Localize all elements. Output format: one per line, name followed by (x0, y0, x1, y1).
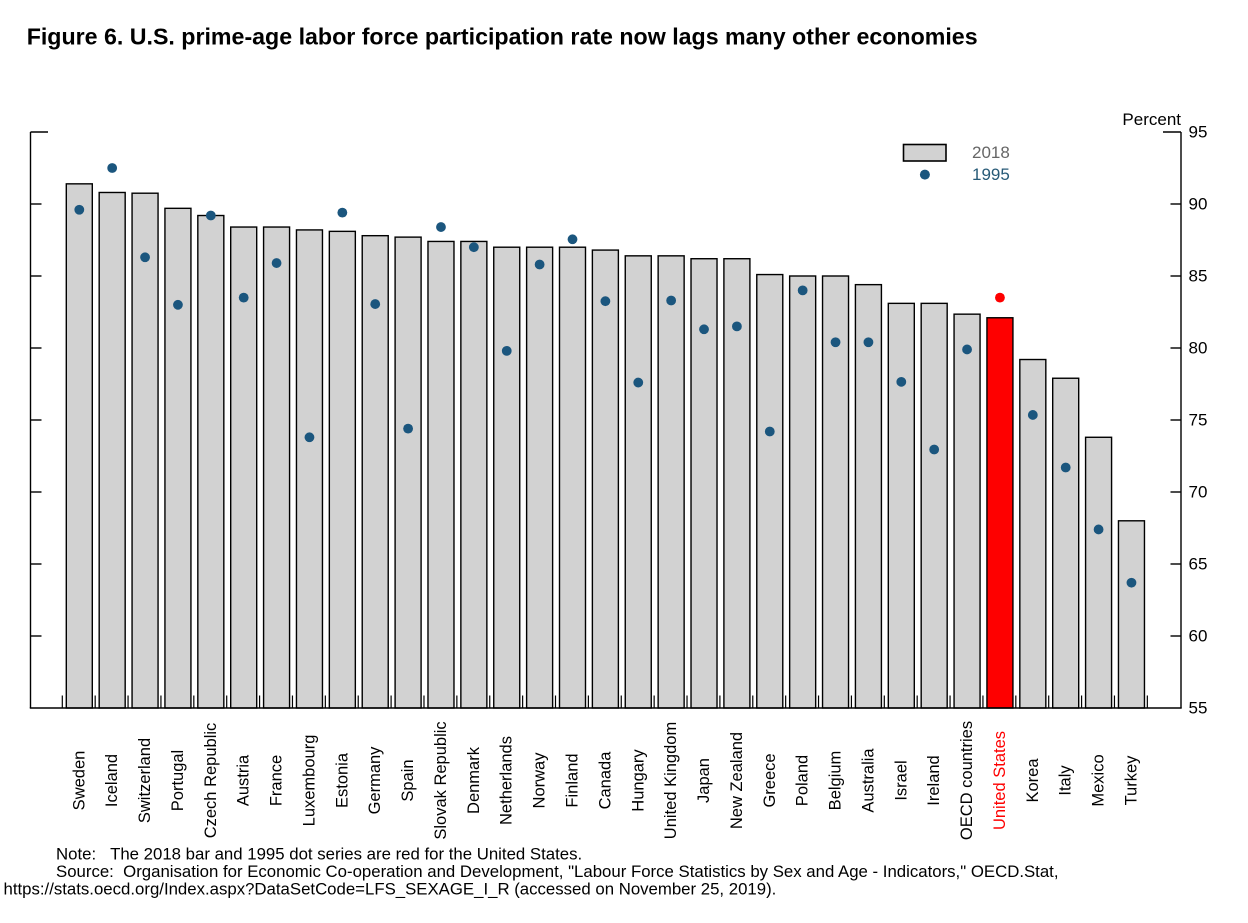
svg-text:United Kingdom: United Kingdom (662, 722, 680, 839)
svg-text:Turkey: Turkey (1122, 755, 1140, 806)
svg-text:Spain: Spain (399, 759, 417, 801)
svg-text:Greece: Greece (761, 753, 779, 807)
svg-text:Slovak Republic: Slovak Republic (432, 721, 450, 839)
svg-text:85: 85 (1189, 267, 1208, 286)
svg-text:Switzerland: Switzerland (136, 738, 154, 823)
svg-text:Italy: Italy (1057, 765, 1075, 796)
svg-text:Note: The 2018 bar and 1995: Note: The 2018 bar and 1995 dot series a… (56, 845, 582, 864)
svg-text:95: 95 (1189, 123, 1208, 142)
svg-text:Korea: Korea (1024, 758, 1042, 803)
svg-text:Belgium: Belgium (827, 751, 845, 811)
svg-text:70: 70 (1189, 483, 1208, 502)
svg-text:Luxembourg: Luxembourg (300, 735, 318, 827)
svg-text:65: 65 (1189, 555, 1208, 574)
svg-text:France: France (268, 755, 286, 806)
svg-text:1995: 1995 (972, 165, 1010, 184)
svg-text:Ireland: Ireland (925, 755, 943, 805)
svg-text:Germany: Germany (366, 746, 384, 815)
svg-text:United States: United States (991, 731, 1009, 830)
svg-text:Source: Organisation for Econ: Source: Organisation for Economic Co-ope… (56, 862, 1059, 881)
svg-text:Estonia: Estonia (333, 752, 351, 808)
svg-text:80: 80 (1189, 339, 1208, 358)
svg-text:75: 75 (1189, 411, 1208, 430)
svg-text:Israel: Israel (892, 760, 910, 800)
svg-text:2018: 2018 (972, 143, 1010, 162)
svg-text:90: 90 (1189, 195, 1208, 214)
svg-text:Finland: Finland (564, 753, 582, 807)
svg-text:Netherlands: Netherlands (498, 736, 516, 825)
svg-text:60: 60 (1189, 627, 1208, 646)
svg-text:https://stats.oecd.org/Index.a: https://stats.oecd.org/Index.aspx?DataSe… (4, 880, 777, 899)
svg-text:Denmark: Denmark (465, 746, 483, 814)
svg-text:New Zealand: New Zealand (728, 732, 746, 829)
svg-text:Japan: Japan (695, 758, 713, 803)
svg-text:Norway: Norway (531, 752, 549, 809)
svg-text:Figure 6. U.S. prime-age labor: Figure 6. U.S. prime-age labor force par… (27, 24, 978, 50)
svg-text:Czech Republic: Czech Republic (202, 723, 220, 839)
svg-text:55: 55 (1189, 699, 1208, 718)
svg-text:Austria: Austria (235, 754, 253, 806)
svg-text:Portugal: Portugal (169, 750, 187, 811)
svg-text:Canada: Canada (596, 751, 614, 810)
svg-text:Sweden: Sweden (70, 751, 88, 811)
svg-text:Australia: Australia (859, 748, 877, 813)
svg-text:Percent: Percent (1122, 110, 1181, 129)
svg-text:OECD countries: OECD countries (958, 721, 976, 840)
svg-text:Poland: Poland (794, 755, 812, 806)
svg-text:Iceland: Iceland (103, 754, 121, 807)
svg-text:Hungary: Hungary (629, 749, 647, 812)
svg-text:Mexico: Mexico (1090, 754, 1108, 806)
